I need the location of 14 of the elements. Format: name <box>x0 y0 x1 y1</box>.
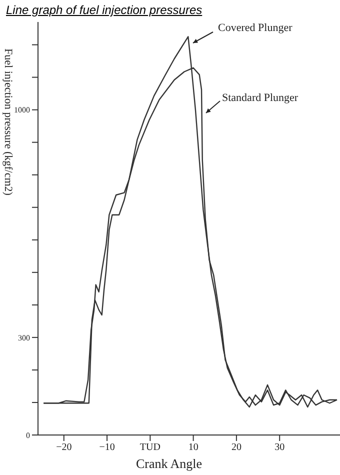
y-tick-label: 1000 <box>14 106 30 115</box>
x-tick-label: TUD <box>140 442 160 454</box>
x-tick-label: −10 <box>99 442 115 454</box>
x-tick-label: 10 <box>188 442 198 454</box>
x-tick-label: 20 <box>231 442 242 454</box>
y-tick-label: 0 <box>26 430 30 440</box>
x-axis-title: Crank Angle <box>136 456 202 471</box>
x-tick-label: 30 <box>274 442 285 454</box>
series-label: Standard Plunger <box>222 92 298 104</box>
y-axis-title: Fuel injection pressure (kgf/cm2) <box>2 48 14 196</box>
y-tick-label: 300 <box>18 333 30 342</box>
chart-title: Line graph of fuel injection pressures <box>6 3 202 17</box>
x-tick-label: −20 <box>56 442 72 454</box>
text: Covered Plunger <box>218 22 292 34</box>
